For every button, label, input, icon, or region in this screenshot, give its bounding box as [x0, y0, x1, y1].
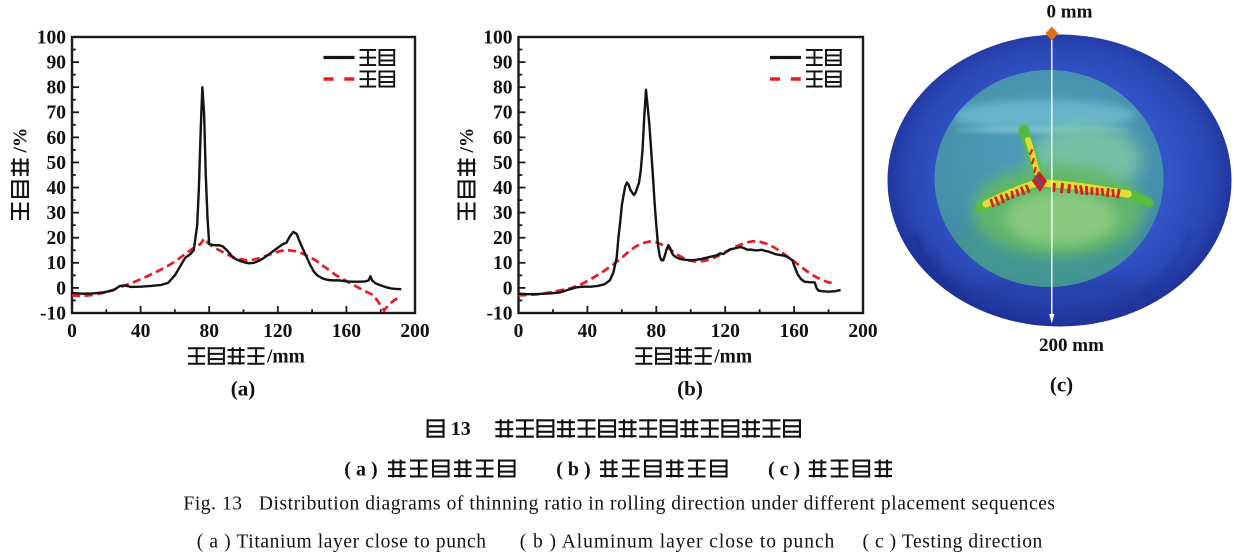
svg-text:80: 80 — [647, 321, 667, 342]
svg-text:( b ) Aluminum layer close to: ( b ) Aluminum layer close to punch — [520, 532, 835, 553]
svg-text:30: 30 — [47, 203, 67, 224]
svg-text:200: 200 — [848, 321, 877, 342]
svg-text:50: 50 — [47, 153, 67, 174]
svg-text:(c): (c) — [768, 459, 805, 481]
svg-text:100: 100 — [483, 27, 512, 48]
svg-text:20: 20 — [47, 228, 67, 249]
svg-text:70: 70 — [47, 103, 67, 124]
svg-text:0: 0 — [514, 321, 524, 342]
svg-text:(a): (a) — [231, 377, 256, 401]
svg-text:70: 70 — [493, 103, 513, 124]
svg-text:100: 100 — [37, 27, 66, 48]
svg-text:40: 40 — [131, 321, 151, 342]
svg-text:10: 10 — [493, 253, 513, 274]
svg-text:(b): (b) — [677, 377, 703, 401]
svg-text:0: 0 — [56, 278, 66, 299]
svg-text:160: 160 — [332, 321, 361, 342]
svg-text:200: 200 — [400, 321, 429, 342]
svg-text:(b): (b) — [556, 459, 595, 481]
svg-text:20: 20 — [493, 228, 513, 249]
svg-text:80: 80 — [47, 78, 67, 99]
svg-text:/mm: /mm — [266, 347, 305, 368]
svg-text:-10: -10 — [40, 303, 66, 324]
svg-text:10: 10 — [47, 253, 67, 274]
svg-text:120: 120 — [263, 321, 292, 342]
svg-text:Fig. 13 Distribution diagram: Fig. 13 Distribution diagrams of thinnin… — [183, 494, 1055, 515]
svg-text:0: 0 — [503, 278, 513, 299]
svg-text:30: 30 — [493, 203, 513, 224]
svg-text:(c): (c) — [1050, 373, 1073, 397]
svg-text:-10: -10 — [487, 303, 513, 324]
svg-text:( a ) Titanium layer close to: ( a ) Titanium layer close to punch — [197, 532, 486, 553]
svg-text:( c ) Testing direction: ( c ) Testing direction — [863, 532, 1043, 553]
svg-text:/mm: /mm — [713, 347, 752, 368]
svg-text:120: 120 — [711, 321, 740, 342]
svg-text:90: 90 — [493, 52, 513, 73]
svg-text:90: 90 — [47, 52, 67, 73]
svg-text:80: 80 — [199, 321, 219, 342]
svg-text:50: 50 — [493, 153, 513, 174]
svg-text:80: 80 — [493, 78, 513, 99]
svg-text:/%: /% — [457, 128, 478, 154]
svg-text:160: 160 — [779, 321, 808, 342]
svg-text:0: 0 — [67, 321, 77, 342]
svg-text:/%: /% — [11, 128, 32, 154]
svg-text:60: 60 — [47, 128, 67, 149]
svg-text:200 mm: 200 mm — [1039, 335, 1104, 356]
svg-text:(a): (a) — [344, 459, 382, 481]
svg-text:13: 13 — [451, 418, 471, 440]
svg-text:40: 40 — [493, 178, 513, 199]
svg-text:40: 40 — [47, 178, 67, 199]
svg-text:40: 40 — [578, 321, 598, 342]
svg-text:60: 60 — [493, 128, 513, 149]
svg-text:0 mm: 0 mm — [1047, 2, 1093, 23]
